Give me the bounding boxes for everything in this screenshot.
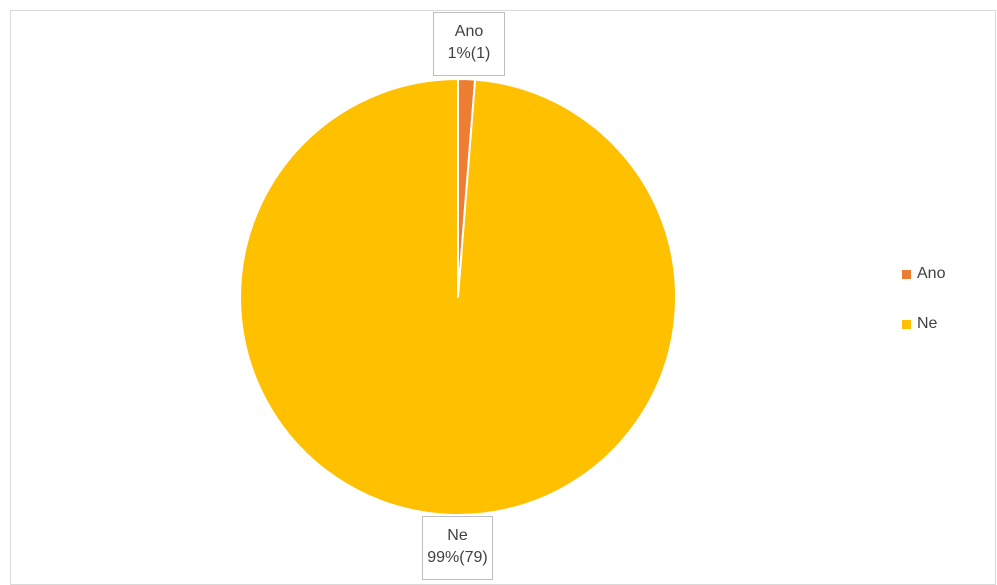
legend-item-ano: Ano	[902, 262, 945, 286]
data-label-ano-category: Ano	[454, 23, 484, 40]
legend: Ano Ne	[902, 262, 945, 362]
data-label-ne-category: Ne	[447, 527, 468, 544]
data-label-ano-value: 1%(1)	[447, 45, 491, 62]
data-label-ne: Ne 99%(79)	[422, 516, 493, 580]
legend-swatch-ano	[902, 269, 911, 279]
pie-slice-ne	[239, 78, 677, 516]
data-label-ne-value: 99%(79)	[427, 549, 488, 566]
legend-label-ano: Ano	[917, 265, 946, 282]
legend-item-ne: Ne	[902, 312, 945, 336]
legend-swatch-ne	[902, 319, 911, 329]
legend-label-ne: Ne	[917, 315, 938, 332]
data-label-ano: Ano 1%(1)	[433, 12, 505, 76]
